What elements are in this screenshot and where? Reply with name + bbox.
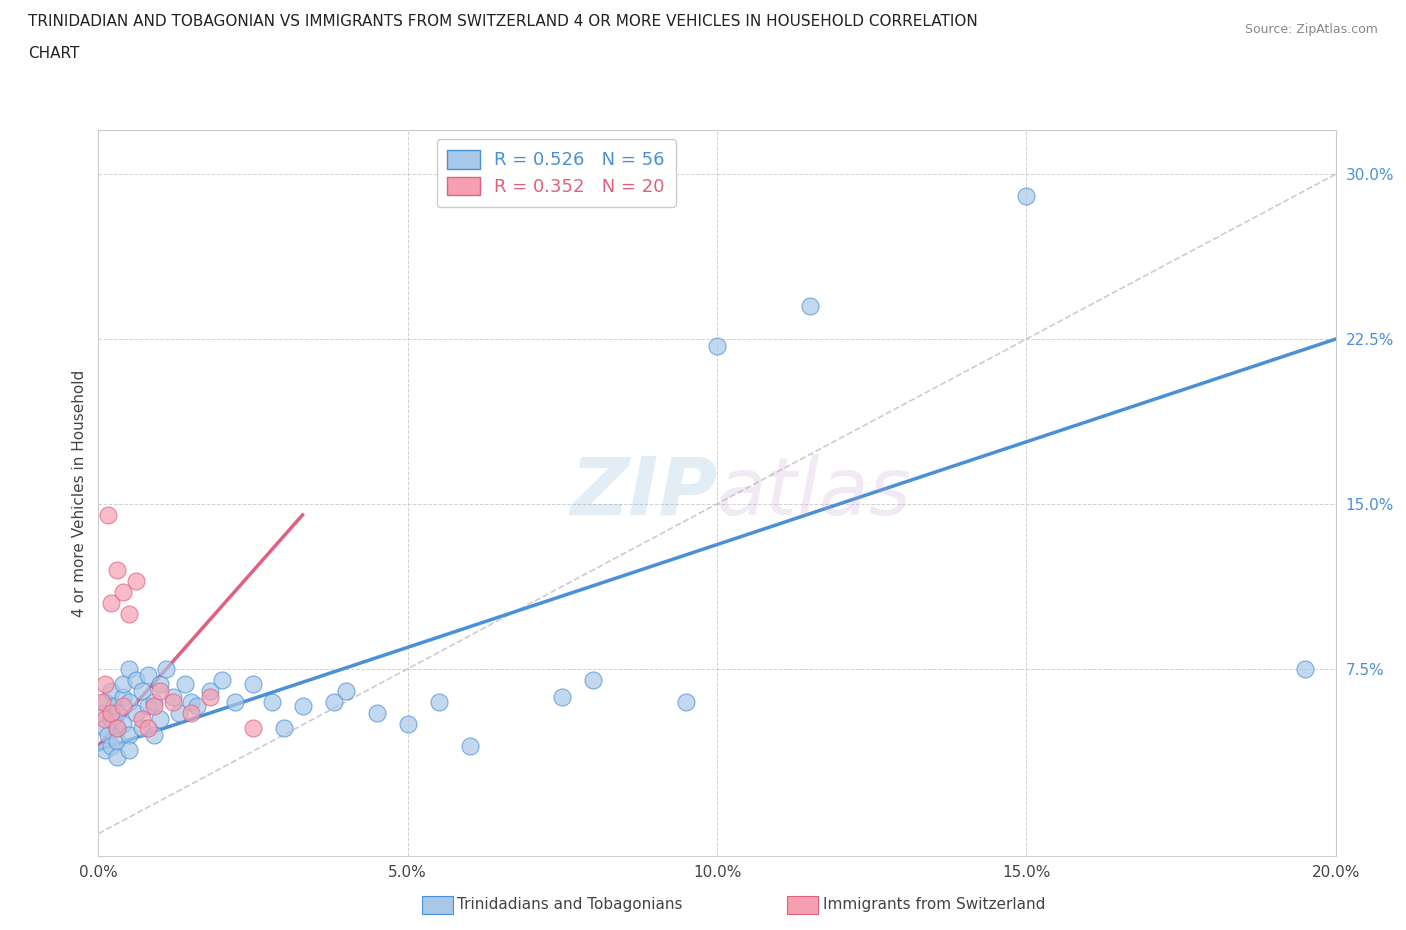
Text: ZIP: ZIP — [569, 454, 717, 532]
Point — [105, 721, 128, 736]
Text: TRINIDADIAN AND TOBAGONIAN VS IMMIGRANTS FROM SWITZERLAND 4 OR MORE VEHICLES IN : TRINIDADIAN AND TOBAGONIAN VS IMMIGRANTS… — [28, 14, 977, 29]
Point — [143, 695, 166, 710]
Point — [136, 698, 159, 713]
Point — [198, 684, 221, 698]
Point — [396, 716, 419, 731]
Point — [242, 721, 264, 736]
Point — [335, 684, 357, 698]
Point — [675, 695, 697, 710]
Text: atlas: atlas — [717, 454, 912, 532]
Point — [291, 698, 314, 713]
Point — [427, 695, 450, 710]
Point — [131, 684, 153, 698]
Point — [582, 672, 605, 687]
Point — [105, 705, 128, 720]
Text: Source: ZipAtlas.com: Source: ZipAtlas.com — [1244, 23, 1378, 36]
Point — [118, 743, 141, 758]
Point — [124, 672, 146, 687]
Point — [260, 695, 283, 710]
Point — [112, 716, 135, 731]
Point — [100, 684, 122, 698]
Point — [224, 695, 246, 710]
Point — [105, 734, 128, 749]
Point — [93, 711, 115, 726]
Point — [97, 508, 120, 523]
Point — [242, 677, 264, 692]
Legend: R = 0.526   N = 56, R = 0.352   N = 20: R = 0.526 N = 56, R = 0.352 N = 20 — [437, 140, 676, 206]
Point — [112, 677, 135, 692]
Point — [124, 705, 146, 720]
Point — [322, 695, 344, 710]
Point — [93, 677, 115, 692]
Point — [112, 584, 135, 599]
Point — [90, 695, 112, 710]
Point — [131, 721, 153, 736]
Point — [131, 711, 153, 726]
Point — [143, 698, 166, 713]
Point — [118, 661, 141, 676]
Point — [100, 738, 122, 753]
Point — [180, 695, 202, 710]
Point — [100, 595, 122, 610]
Point — [93, 695, 115, 710]
Point — [211, 672, 233, 687]
Point — [458, 738, 481, 753]
Text: Trinidadians and Tobagonians: Trinidadians and Tobagonians — [457, 897, 682, 912]
Point — [136, 721, 159, 736]
Text: CHART: CHART — [28, 46, 80, 61]
Point — [90, 705, 112, 720]
Point — [118, 606, 141, 621]
Point — [551, 690, 574, 705]
Point — [162, 695, 184, 710]
Point — [149, 711, 172, 726]
Point — [174, 677, 197, 692]
Point — [118, 695, 141, 710]
Point — [167, 705, 190, 720]
Point — [155, 661, 177, 676]
Point — [1015, 189, 1038, 204]
Point — [162, 690, 184, 705]
Point — [93, 743, 115, 758]
Point — [149, 684, 172, 698]
Point — [93, 721, 115, 736]
Point — [1294, 661, 1316, 676]
Text: Immigrants from Switzerland: Immigrants from Switzerland — [823, 897, 1045, 912]
Point — [273, 721, 295, 736]
Point — [136, 668, 159, 683]
Point — [105, 721, 128, 736]
Point — [112, 690, 135, 705]
Point — [180, 705, 202, 720]
Point — [366, 705, 388, 720]
Y-axis label: 4 or more Vehicles in Household: 4 or more Vehicles in Household — [72, 369, 87, 617]
Point — [105, 563, 128, 578]
Point — [105, 750, 128, 764]
Point — [103, 698, 125, 713]
Point — [799, 299, 821, 313]
Point — [100, 705, 122, 720]
Point — [198, 690, 221, 705]
Point — [706, 339, 728, 353]
Point — [100, 711, 122, 726]
Point — [97, 727, 120, 742]
Point — [118, 727, 141, 742]
Point — [124, 574, 146, 589]
Point — [149, 677, 172, 692]
Point — [186, 698, 208, 713]
Point — [143, 727, 166, 742]
Point — [112, 698, 135, 713]
